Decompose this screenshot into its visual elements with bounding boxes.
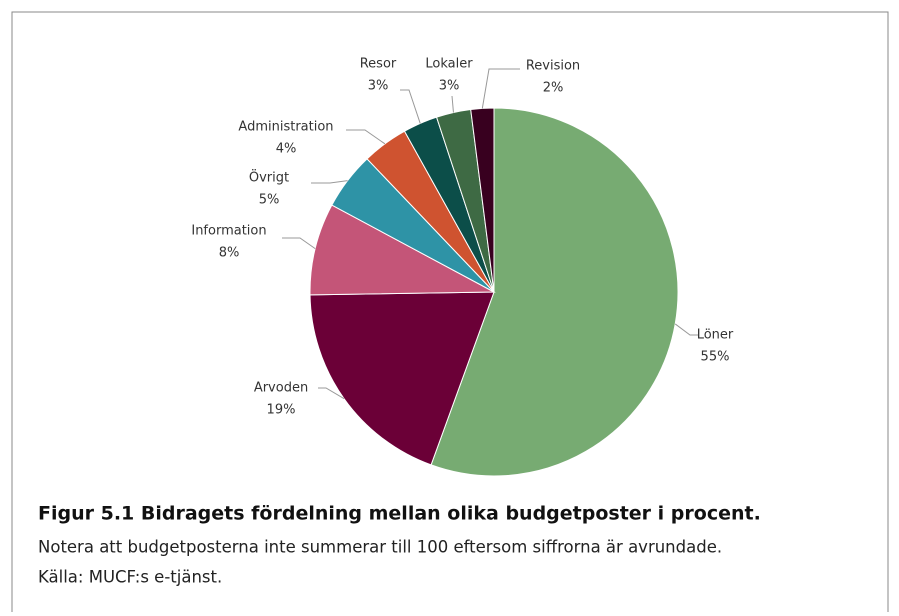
- leader-line: [400, 89, 421, 124]
- slice-label: Lokaler: [425, 57, 473, 72]
- leader-line: [451, 95, 454, 113]
- slice-value: 55%: [701, 350, 730, 365]
- slice-label: Revision: [526, 59, 580, 74]
- leader-line: [311, 180, 348, 184]
- slice-label: Resor: [360, 57, 397, 72]
- slice-label: Administration: [238, 120, 333, 135]
- caption-title: Figur 5.1 Bidragets fördelning mellan ol…: [38, 503, 761, 525]
- caption-note: Notera att budgetposterna inte summerar …: [38, 538, 722, 557]
- slice-value: 5%: [259, 193, 280, 208]
- slice-value: 19%: [267, 403, 296, 418]
- leader-line: [346, 129, 386, 145]
- slice-value: 4%: [276, 142, 297, 157]
- pie: Löner 55% Arvoden 19% Information 8% Övrigt 5% A…: [191, 57, 734, 477]
- slice-label: Information: [191, 224, 266, 239]
- leader-line: [282, 237, 316, 250]
- slice-value: 8%: [219, 246, 240, 261]
- slice-value: 3%: [439, 79, 460, 94]
- slice-label: Övrigt: [249, 169, 289, 186]
- slice-value: 2%: [543, 81, 564, 96]
- slice-value: 3%: [368, 79, 389, 94]
- pie-slice: [430, 107, 679, 477]
- pie-slice: [309, 204, 496, 296]
- slice-label: Löner: [697, 328, 734, 343]
- leader-line: [481, 68, 520, 109]
- frame: [11, 11, 889, 612]
- caption-source: Källa: MUCF:s e-tjänst.: [38, 568, 222, 587]
- leader-line: [674, 323, 698, 336]
- slice-label: Arvoden: [254, 381, 308, 396]
- leader-line: [318, 387, 345, 400]
